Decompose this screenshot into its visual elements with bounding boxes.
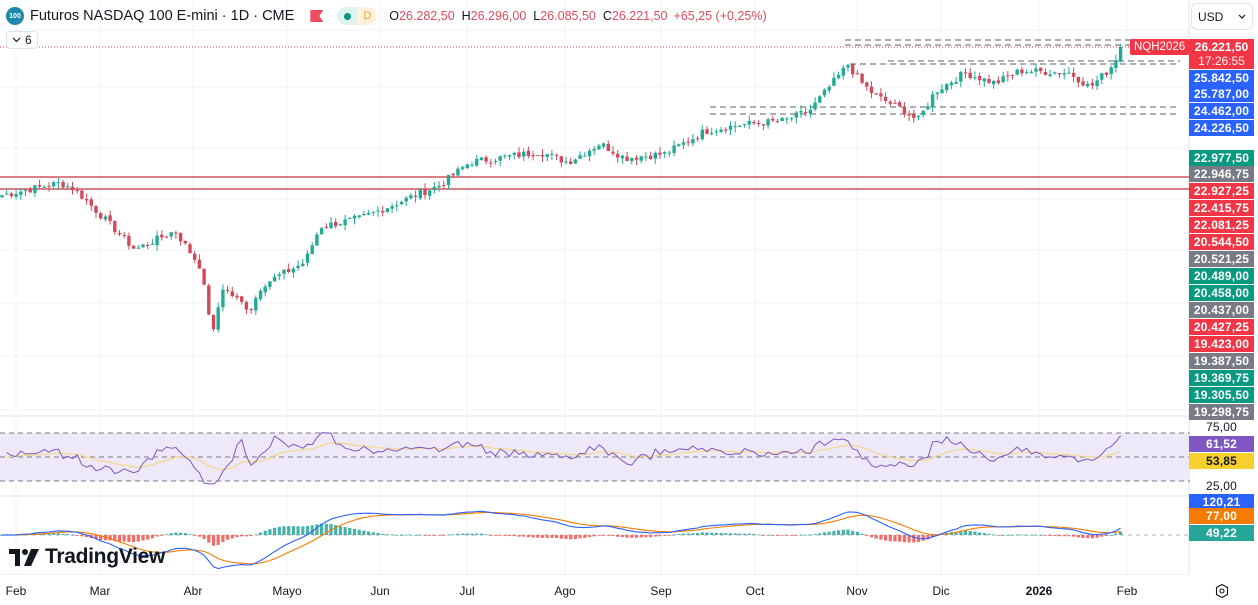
nasdaq-100-logo-icon: 100 (6, 7, 24, 25)
price-level-tag: 19.387,50 (1189, 353, 1254, 369)
low-label: L (533, 9, 541, 23)
price-level-tag: 20.458,00 (1189, 285, 1254, 301)
rsi-scale-tag: 53,85 (1189, 453, 1254, 469)
time-axis-label: Abr (183, 584, 203, 598)
time-axis-label: Feb (1116, 584, 1138, 598)
open-value: 26.282,50 (399, 9, 455, 23)
price-level-tag: 20.437,00 (1189, 302, 1254, 318)
time-axis-label: Ago (554, 584, 576, 598)
currency-value: USD (1198, 9, 1224, 24)
price-level-tag: 22.946,75 (1189, 166, 1254, 182)
price-level-tag: 19.369,75 (1189, 370, 1254, 386)
high-value: 26.296,00 (470, 9, 527, 23)
time-axis-label: Oct (745, 584, 765, 598)
chart-settings-icon[interactable] (1214, 583, 1230, 599)
currency-select[interactable]: USD (1191, 3, 1253, 30)
ohlc-values: O26.282,50 H26.296,00 L26.085,50 C26.221… (389, 9, 667, 23)
price-level-tag: 20.427,25 (1189, 319, 1254, 335)
bar-countdown: 17:26:55 (1198, 54, 1245, 68)
symbol-legend: 100 Futuros NASDAQ 100 E-mini · 1D · CME… (6, 5, 767, 27)
tradingview-logo-icon (9, 548, 39, 566)
price-chart-canvas[interactable] (0, 0, 1190, 575)
price-level-tag: 19.423,00 (1189, 336, 1254, 352)
high-label: H (461, 9, 471, 23)
price-level-tag: 20.521,25 (1189, 251, 1254, 267)
time-axis-label: Feb (5, 584, 27, 598)
indicators-collapse-button[interactable]: 6 (6, 31, 38, 49)
market-open-dot-icon (343, 12, 351, 20)
rsi-scale-tag: 25,00 (1205, 479, 1238, 493)
time-axis-label: Dic (932, 584, 950, 598)
delayed-data-badge: D (357, 7, 378, 25)
time-axis-label: Jun (370, 584, 390, 598)
price-level-tag: 20.544,50 (1189, 234, 1254, 250)
time-axis-label: Nov (846, 584, 868, 598)
candles (0, 43, 1123, 333)
price-level-tag: 24.226,50 (1189, 120, 1254, 136)
price-level-tag: 25.787,00 (1189, 86, 1254, 102)
rsi-scale-tag: 61,52 (1189, 436, 1254, 452)
price-level-tag: 19.298,75 (1189, 404, 1254, 420)
last-price-tag: 26.221,50 17:26:55 (1189, 39, 1254, 69)
close-label: C (602, 9, 612, 23)
macd-scale-tag: 120,21 (1189, 494, 1254, 510)
open-label: O (389, 9, 400, 23)
time-axis-label: Mar (89, 584, 111, 598)
chevron-down-icon (1238, 14, 1246, 19)
time-axis-label: Mayo (272, 584, 302, 598)
time-axis-label: 2026 (1025, 584, 1053, 598)
time-axis-label: Jul (459, 584, 475, 598)
close-value: 26.221,50 (611, 9, 668, 23)
price-level-tag: 22.415,75 (1189, 200, 1254, 216)
price-level-tag: 25.842,50 (1189, 70, 1254, 86)
price-level-tag: 20.489,00 (1189, 268, 1254, 284)
tradingview-watermark: TradingView (9, 545, 165, 569)
chevron-down-icon (12, 37, 21, 43)
price-level-tag: 22.977,50 (1189, 150, 1254, 166)
price-level-tag: 24.462,00 (1189, 103, 1254, 119)
price-change: +65,25 (+0,25%) (673, 9, 767, 23)
rsi-scale-tag: 75,00 (1205, 420, 1238, 434)
macd-scale-tag: 77,00 (1189, 508, 1254, 524)
market-status-pill[interactable]: D (337, 7, 378, 25)
last-price-value: 26.221,50 (1194, 40, 1249, 54)
low-value: 26.085,50 (540, 9, 596, 23)
symbol-title[interactable]: Futuros NASDAQ 100 E-mini · 1D · CME (30, 8, 295, 24)
price-level-tag: 22.081,25 (1189, 217, 1254, 233)
price-level-tag: 22.927,25 (1189, 183, 1254, 199)
price-level-tag: 19.305,50 (1189, 387, 1254, 403)
tradingview-wordmark: TradingView (45, 545, 166, 568)
macd-scale-tag: 49,22 (1189, 525, 1254, 541)
flag-icon[interactable] (310, 10, 324, 22)
symbol-price-label: NQH2026 (1130, 39, 1190, 55)
indicators-count: 6 (25, 33, 32, 47)
time-axis-label: Sep (650, 584, 672, 598)
